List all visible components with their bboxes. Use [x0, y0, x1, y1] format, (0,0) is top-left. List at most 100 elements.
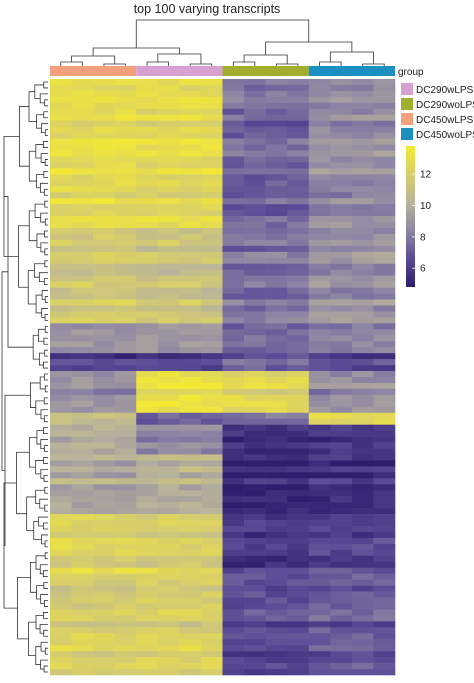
annotation-segment: [50, 66, 137, 76]
heatmap-cell: [265, 543, 288, 551]
heatmap-cell: [222, 96, 245, 104]
heatmap-cell: [222, 406, 245, 414]
heatmap-cell: [157, 84, 180, 92]
dendrogram-branch: [44, 129, 48, 137]
heatmap-cell: [114, 245, 137, 253]
heatmap-cell: [114, 388, 137, 396]
heatmap-cell: [50, 269, 72, 276]
heatmap-cell: [265, 353, 288, 360]
heatmap-cell: [136, 168, 159, 175]
dendrogram-branch: [40, 594, 48, 604]
heatmap-cell: [308, 365, 331, 372]
heatmap-cell: [179, 454, 202, 461]
heatmap-cell: [222, 371, 245, 378]
heatmap-cell: [244, 585, 266, 592]
heatmap-cell: [136, 323, 159, 330]
heatmap-cell: [200, 549, 223, 557]
heatmap-cell: [373, 198, 396, 205]
heatmap-cell: [222, 210, 245, 217]
heatmap-cell: [114, 645, 137, 652]
heatmap-cell: [308, 460, 331, 467]
heatmap-cell: [50, 204, 72, 211]
heatmap-cell: [114, 549, 137, 557]
heatmap-cell: [330, 132, 353, 139]
heatmap-cell: [136, 162, 159, 169]
heatmap-cell: [93, 394, 115, 402]
heatmap-cell: [351, 663, 374, 670]
heatmap-cell: [222, 436, 245, 443]
heatmap-cell: [373, 144, 396, 151]
heatmap-cell: [351, 120, 374, 127]
heatmap-cell: [244, 341, 266, 348]
heatmap-cell: [244, 245, 266, 253]
heatmap-cell: [71, 180, 94, 187]
heatmap-cell: [330, 573, 353, 580]
heatmap-cell: [222, 377, 245, 384]
dendrogram-branch: [30, 562, 37, 593]
heatmap-cell: [114, 186, 137, 193]
heatmap-cell: [222, 579, 245, 586]
heatmap-cell: [136, 418, 159, 425]
heatmap-cell: [200, 204, 223, 211]
heatmap-cell: [265, 347, 288, 354]
heatmap-cell: [308, 120, 331, 127]
heatmap-cell: [136, 484, 159, 491]
heatmap-cell: [93, 281, 115, 288]
heatmap-cell: [351, 263, 374, 271]
heatmap-cell: [136, 406, 159, 414]
heatmap-cell: [265, 561, 288, 569]
heatmap-cell: [373, 287, 396, 294]
heatmap-cell: [373, 436, 396, 443]
heatmap-cell: [71, 514, 94, 521]
heatmap-cell: [200, 633, 223, 640]
heatmap-cell: [287, 514, 310, 521]
heatmap-cell: [330, 603, 353, 610]
heatmap-cell: [114, 412, 137, 420]
heatmap-cell: [50, 531, 72, 539]
heatmap-cell: [136, 531, 159, 539]
dendrogram-branch: [232, 61, 256, 66]
heatmap-cell: [351, 537, 374, 545]
heatmap-cell: [351, 406, 374, 414]
heatmap-cell: [222, 126, 245, 133]
heatmap-cell: [50, 174, 72, 181]
heatmap-cell: [222, 412, 245, 420]
heatmap-cell: [222, 520, 245, 527]
heatmap-cell: [71, 436, 94, 443]
heatmap-cell: [71, 108, 94, 116]
heatmap-cell: [351, 108, 374, 116]
heatmap-cell: [200, 603, 223, 610]
heatmap-cell: [222, 639, 245, 646]
legend-swatch: [401, 128, 413, 140]
heatmap-cell: [93, 108, 115, 116]
heatmap-cell: [351, 579, 374, 586]
heatmap-cell: [93, 269, 115, 276]
heatmap-cell: [308, 245, 331, 253]
heatmap-cell: [136, 287, 159, 294]
heatmap-cell: [157, 263, 180, 271]
heatmap-cell: [114, 371, 137, 378]
heatmap-cell: [351, 335, 374, 342]
heatmap-cell: [222, 168, 245, 175]
heatmap-cell: [373, 377, 396, 384]
heatmap-cell: [373, 591, 396, 598]
heatmap-cell: [114, 460, 137, 467]
heatmap-cell: [179, 418, 202, 425]
heatmap-cell: [265, 251, 288, 259]
heatmap-cell: [200, 502, 223, 509]
heatmap-cell: [157, 132, 180, 139]
heatmap-cell: [136, 591, 159, 598]
heatmap-cell: [93, 436, 115, 443]
heatmap-cell: [308, 406, 331, 414]
heatmap-cell: [330, 311, 353, 318]
heatmap-cell: [114, 305, 137, 312]
heatmap-cell: [136, 329, 159, 336]
heatmap-cell: [222, 335, 245, 342]
heatmap-cell: [330, 144, 353, 151]
heatmap-cell: [136, 192, 159, 199]
heatmap-cell: [222, 79, 245, 86]
heatmap-cell: [179, 657, 202, 664]
heatmap-cell: [136, 448, 159, 455]
heatmap-cell: [157, 639, 180, 646]
heatmap-cell: [200, 561, 223, 569]
